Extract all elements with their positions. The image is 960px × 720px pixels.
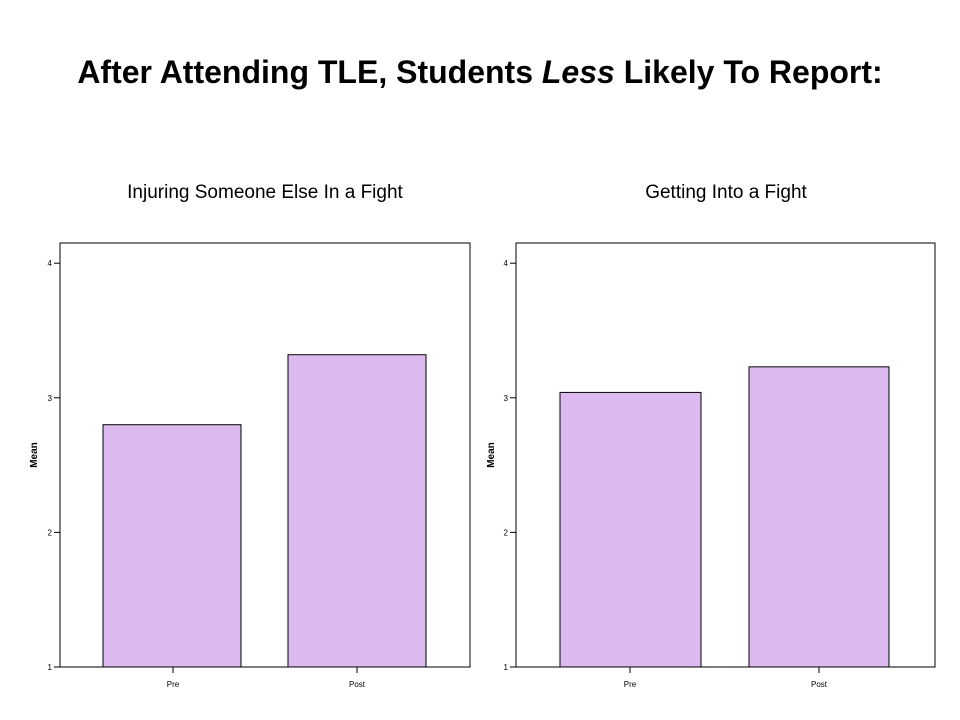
chart-1-y-tick-label-4: 4 (48, 259, 53, 268)
chart-1-x-tick-label-post: Post (349, 680, 366, 689)
chart-2-y-tick-label-1: 1 (504, 663, 509, 672)
chart-1-title: Injuring Someone Else In a Fight (127, 182, 403, 203)
chart-2-plot-frame (515, 242, 936, 668)
chart-2-y-tick-label-2: 2 (504, 528, 509, 537)
chart-2-y-tick-label-3: 3 (504, 394, 509, 403)
page-title: After Attending TLE, Students Less Likel… (0, 48, 960, 96)
chart-2-title: Getting Into a Fight (645, 182, 807, 203)
title-part-1: After Attending TLE, Students (77, 54, 542, 90)
chart-2-y-axis-label: Mean (486, 442, 497, 468)
chart-1-y-tick-label-1: 1 (48, 663, 53, 672)
chart-2-x-tick-label-pre: Pre (624, 680, 637, 689)
chart-1-x-tick-label-pre: Pre (167, 680, 180, 689)
chart-2-y-tick-label-4: 4 (504, 259, 509, 268)
chart-1-bar-pre (102, 424, 242, 668)
title-emphasis: Less (541, 54, 615, 90)
chart-1-y-axis-label: Mean (29, 442, 40, 468)
chart-1-bar-post (287, 354, 427, 668)
chart-2-bar-post (748, 366, 890, 668)
title-part-2: Likely To Report: (614, 54, 883, 90)
chart-1-y-tick-label-3: 3 (48, 394, 53, 403)
chart-1-y-tick-label-2: 2 (48, 528, 53, 537)
chart-1-plot-frame (59, 242, 471, 668)
chart-2-x-tick-label-post: Post (811, 680, 828, 689)
chart-2-bar-pre (559, 391, 702, 668)
